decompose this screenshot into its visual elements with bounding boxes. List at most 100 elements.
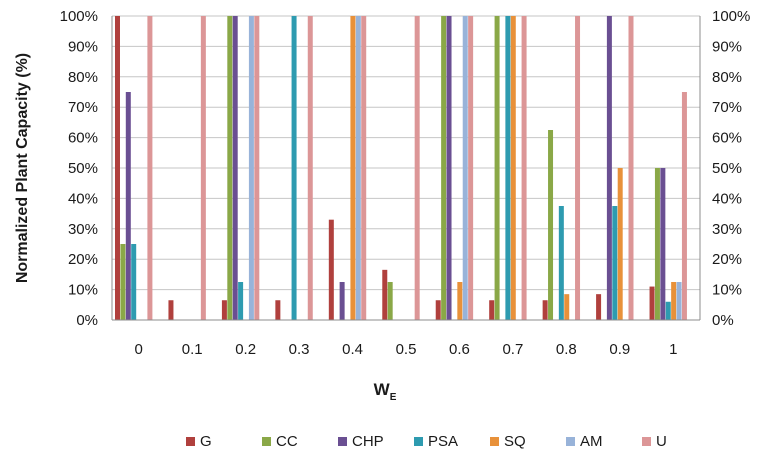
y-tick-label-right: 20% — [712, 251, 742, 268]
y-tick-label-left: 70% — [68, 99, 98, 116]
bar-cc-0.8 — [548, 130, 554, 320]
y-tick-label-left: 90% — [68, 38, 98, 55]
bar-g-0.6 — [435, 300, 441, 320]
bar-sq-0.6 — [457, 282, 463, 320]
legend-label-g: G — [200, 433, 212, 450]
bar-g-0.9 — [596, 294, 602, 320]
bar-u-0.2 — [254, 16, 260, 320]
bar-g-0.3 — [275, 300, 281, 320]
legend: G CC CHP PSA SQ AM U — [186, 433, 667, 450]
x-axis-title-main: W — [374, 380, 391, 399]
bar-g-0 — [115, 16, 120, 320]
bar-cc-0.7 — [494, 16, 500, 320]
x-tick-label: 0.6 — [449, 341, 470, 358]
bar-chp-0 — [125, 92, 131, 320]
bar-cc-0.2 — [227, 16, 233, 320]
y-tick-label-right: 70% — [712, 99, 742, 116]
x-axis-title: WE — [374, 380, 397, 403]
bar-g-0.8 — [542, 300, 548, 320]
bar-sq-0.7 — [510, 16, 516, 320]
x-tick-label: 0.7 — [502, 341, 523, 358]
bar-g-0.5 — [382, 269, 388, 320]
y-tick-label-right: 60% — [712, 130, 742, 147]
axes: 0% 0% 10% 10% 20% 20% 30% 30% 40% 40% 50% 50% 60% 60%… — [60, 8, 751, 358]
legend-swatch-g — [186, 437, 195, 446]
x-tick-label: 0.4 — [342, 341, 363, 358]
x-tick-label: 1 — [669, 341, 677, 358]
bar-chp-1 — [660, 168, 666, 320]
bar-g-0.1 — [168, 300, 174, 320]
bar-chp-0.9 — [606, 16, 612, 320]
x-tick-label: 0.1 — [182, 341, 203, 358]
y-tick-label-right: 40% — [712, 190, 742, 207]
bar-chp-0.6 — [446, 16, 452, 320]
y-tick-label-right: 0% — [712, 312, 734, 329]
bar-u-0.1 — [200, 16, 206, 320]
y-tick-label-left: 40% — [68, 190, 98, 207]
bar-am-0.6 — [462, 16, 468, 320]
bar-u-0.4 — [361, 16, 367, 320]
bar-psa-0.3 — [291, 16, 297, 320]
y-tick-label-right: 100% — [712, 8, 750, 25]
y-tick-label-left: 10% — [68, 282, 98, 299]
bar-u-0.6 — [468, 16, 474, 320]
y-tick-label-left: 100% — [60, 8, 98, 25]
bar-psa-0 — [131, 244, 137, 320]
bars — [115, 16, 687, 320]
legend-label-psa: PSA — [428, 433, 458, 450]
bar-g-1 — [649, 286, 655, 320]
legend-swatch-cc — [262, 437, 271, 446]
x-tick-label: 0.5 — [396, 341, 417, 358]
bar-psa-0.8 — [558, 206, 564, 320]
bar-sq-0.8 — [564, 294, 570, 320]
bar-u-0.7 — [521, 16, 527, 320]
y-tick-label-right: 10% — [712, 282, 742, 299]
gridlines — [112, 15, 700, 321]
bar-sq-1 — [671, 282, 677, 320]
bar-u-0 — [147, 16, 153, 320]
bar-psa-0.9 — [612, 206, 618, 320]
bar-sq-0.9 — [617, 168, 623, 320]
y-tick-label-left: 0% — [76, 312, 98, 329]
legend-label-sq: SQ — [504, 433, 526, 450]
bar-chp-0.4 — [339, 282, 345, 320]
legend-swatch-am — [566, 437, 575, 446]
bar-u-0.3 — [307, 16, 313, 320]
bar-am-0.4 — [355, 16, 361, 320]
y-tick-label-left: 50% — [68, 160, 98, 177]
bar-cc-0 — [120, 244, 126, 320]
y-tick-label-right: 50% — [712, 160, 742, 177]
bar-g-0.2 — [221, 300, 227, 320]
y-tick-label-left: 20% — [68, 251, 98, 268]
bar-u-0.8 — [575, 16, 581, 320]
bar-psa-1 — [665, 301, 671, 320]
bar-u-0.9 — [628, 16, 634, 320]
y-tick-label-right: 80% — [712, 69, 742, 86]
x-tick-label: 0 — [135, 341, 143, 358]
bar-g-0.7 — [489, 300, 495, 320]
legend-swatch-u — [642, 437, 651, 446]
bar-cc-0.6 — [441, 16, 447, 320]
y-tick-label-left: 60% — [68, 130, 98, 147]
bar-cc-1 — [654, 168, 660, 320]
x-tick-label: 0.8 — [556, 341, 577, 358]
bar-cc-0.5 — [387, 282, 393, 320]
legend-label-u: U — [656, 433, 667, 450]
x-tick-label: 0.3 — [289, 341, 310, 358]
bar-am-0.2 — [248, 16, 254, 320]
legend-swatch-sq — [490, 437, 499, 446]
legend-label-am: AM — [580, 433, 603, 450]
bar-psa-0.2 — [238, 282, 244, 320]
y-tick-label-right: 30% — [712, 221, 742, 238]
bar-u-1 — [681, 92, 687, 320]
legend-label-chp: CHP — [352, 433, 384, 450]
bar-u-0.5 — [414, 16, 420, 320]
legend-label-cc: CC — [276, 433, 298, 450]
x-axis-title-subscript: E — [390, 392, 397, 403]
legend-swatch-chp — [338, 437, 347, 446]
x-tick-label: 0.9 — [609, 341, 630, 358]
y-tick-label-right: 90% — [712, 38, 742, 55]
legend-swatch-psa — [414, 437, 423, 446]
